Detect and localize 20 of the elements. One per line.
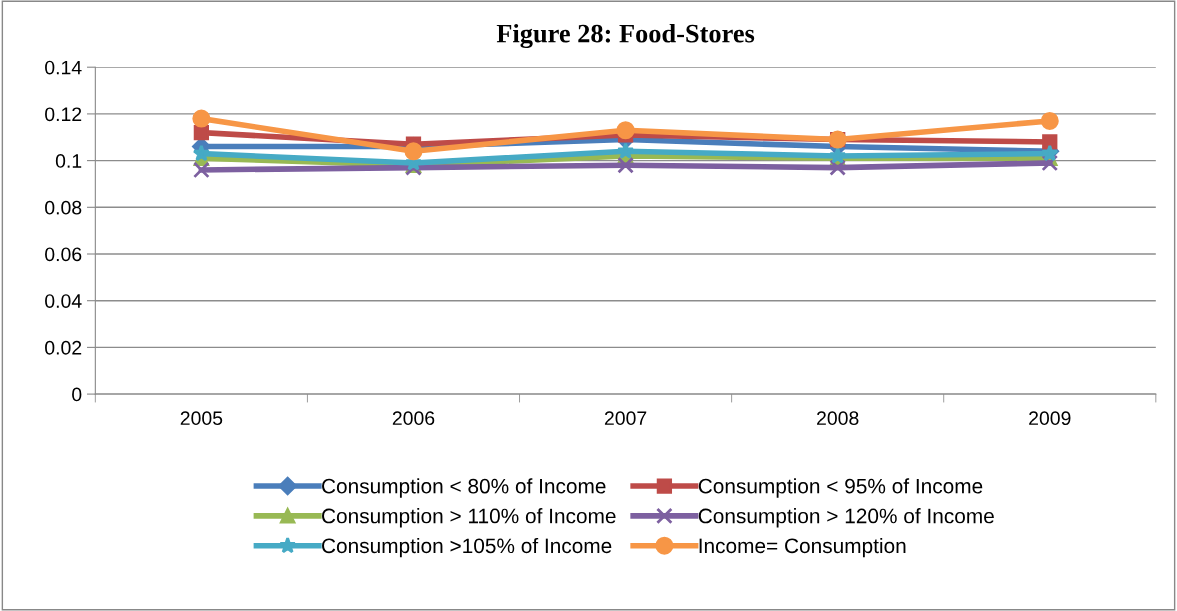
- y-tick-label: 0: [72, 387, 82, 402]
- legend-label: Consumption > 120% of Income: [698, 508, 994, 528]
- legend-label: Consumption < 95% of Income: [698, 478, 983, 498]
- x-tick-label: 2009: [1029, 411, 1071, 426]
- legend-label: Consumption < 80% of Income: [322, 478, 606, 498]
- x-tick-label: 2007: [604, 411, 647, 426]
- chart-title: Figure 28: Food-Stores: [496, 23, 755, 49]
- y-tick-label: 0.12: [45, 107, 82, 122]
- y-tick-label: 0.02: [45, 340, 82, 355]
- legend-label: Income= Consumption: [699, 537, 906, 558]
- y-tick-label: 0.08: [45, 200, 82, 215]
- x-tick-label: 2005: [180, 411, 223, 426]
- legend-label: Consumption >105% of Income: [322, 537, 612, 558]
- y-tick-label: 0.14: [45, 60, 82, 75]
- x-tick-label: 2008: [817, 411, 859, 426]
- y-tick-label: 0.04: [45, 294, 82, 308]
- legend-label: Consumption > 110% of Income: [322, 508, 616, 528]
- y-tick-label: 0.1: [55, 154, 82, 168]
- x-tick-label: 2006: [392, 411, 435, 426]
- y-tick-label: 0.06: [45, 247, 82, 262]
